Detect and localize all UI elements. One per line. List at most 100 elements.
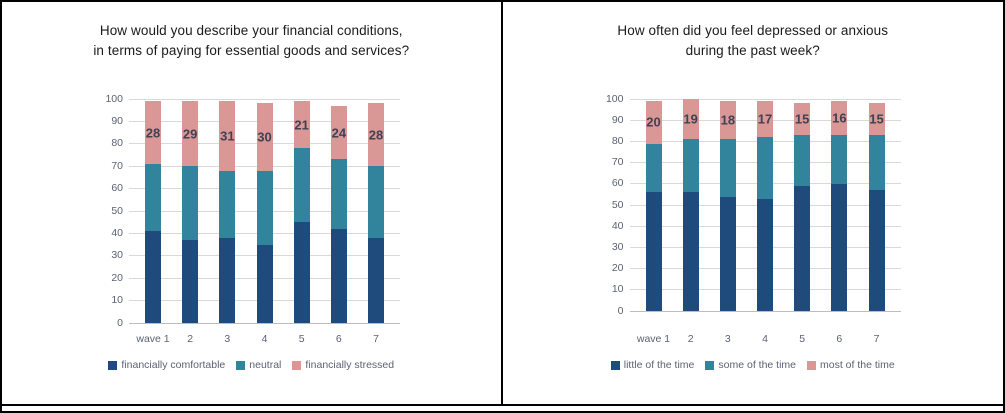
y-tick-label: 40 [111,226,123,239]
chart-grid-row: How would you describe your financial co… [2,2,1003,406]
legend-item: most of the time [807,359,895,371]
depressed-anxious-legend: little of the time some of the time most o… [503,359,1004,371]
bar-segment-little-of-the-time [682,192,699,311]
data-label: 15 [794,111,810,127]
legend-item: some of the time [705,359,796,371]
bar-segment-financially-stressed [256,103,273,171]
legend-swatch-icon [236,360,246,370]
legend-swatch-icon [108,360,118,370]
data-label: 18 [720,112,736,128]
financial-conditions-title: How would you describe your financial co… [2,21,501,62]
bar-segment-financially-comfortable [256,244,273,323]
y-tick-label: 0 [617,304,624,317]
bar-segment-most-of-the-time [682,99,699,140]
bar-segment-financially-comfortable [293,222,310,323]
bar-segment-financially-comfortable [145,231,161,323]
bar-segment-neutral [182,166,199,241]
financial-conditions-chart-plot: 0 10 20 30 40 50 60 70 80 90 100 28 wave 1 29 2 31 3 30 4 2… [105,93,400,345]
x-tick-label: 4 [261,333,268,345]
title-line-2: during the past week? [685,43,820,59]
x-tick-label: 2 [687,333,694,345]
y-tick-label: 30 [611,240,624,253]
bar-segment-most-of-the-time [757,101,773,138]
x-tick-label: 6 [335,333,342,345]
data-label: 30 [257,129,272,145]
financial-conditions-panel: How would you describe your financial co… [2,2,503,404]
x-tick-label: 7 [373,333,379,345]
x-tick-label: 7 [873,333,880,345]
data-label: 21 [294,117,309,133]
legend-label: financially comfortable [121,359,226,371]
legend-label: most of the time [820,359,895,371]
bar-segment-financially-comfortable [182,240,199,323]
bar-segment-neutral [368,166,384,238]
bar-segment-some-of-the-time [757,137,773,199]
x-axis-line [129,322,400,324]
x-tick-label: 5 [799,333,806,345]
bar-segment-little-of-the-time [794,185,811,311]
depressed-anxious-title: How often did you feel depressed or anxi… [503,21,1004,62]
bar-segment-financially-comfortable [330,228,347,323]
bar-segment-neutral [256,170,273,245]
data-label: 24 [331,125,347,141]
bar-segment-financially-stressed [293,101,310,149]
data-label: 19 [683,111,698,127]
bar-segment-some-of-the-time [719,139,736,197]
legend-label: neutral [249,359,282,371]
bar-segment-neutral [293,148,310,223]
bar-segment-little-of-the-time [757,198,773,311]
bar-segment-little-of-the-time [831,183,848,311]
legend-label: some of the time [718,359,797,371]
legend-swatch-icon [705,360,715,370]
gridline [129,98,400,100]
bar-segment-neutral [219,170,236,238]
bar-segment-financially-stressed [182,101,199,167]
bar-segment-financially-comfortable [368,237,384,323]
bar-segment-little-of-the-time [868,190,885,311]
data-label: 31 [220,128,235,144]
y-tick-label: 70 [611,156,624,169]
y-tick-label: 20 [611,262,624,275]
y-tick-label: 30 [111,249,123,262]
data-label: 16 [832,110,847,126]
x-tick-label: wave 1 [136,333,170,345]
title-line-1: How would you describe your financial co… [99,23,403,38]
y-tick-label: 20 [111,271,123,284]
data-label: 29 [182,126,198,142]
x-tick-label: 5 [298,333,305,345]
bar-segment-little-of-the-time [645,192,662,311]
y-tick-label: 10 [111,294,123,307]
y-tick-label: 60 [611,177,624,190]
bar-segment-most-of-the-time [719,101,736,140]
y-tick-label: 10 [611,283,624,296]
bar-segment-some-of-the-time [868,135,885,191]
bar-segment-financially-stressed [368,103,384,167]
bar-segment-most-of-the-time [794,103,811,136]
depressed-anxious-panel: How often did you feel depressed or anxi… [502,2,1004,404]
data-label: 15 [869,111,884,127]
legend-swatch-icon [807,360,817,370]
data-label: 28 [368,127,384,143]
bar-segment-financially-comfortable [219,237,236,323]
title-line-1: How often did you feel depressed or anxi… [617,23,889,38]
bar-segment-neutral [330,159,347,229]
bar-segment-most-of-the-time [868,103,885,136]
x-tick-label: wave 1 [636,333,671,345]
x-tick-label: 6 [836,333,843,345]
y-tick-label: 100 [105,92,123,105]
gridline [629,98,901,100]
data-label: 28 [145,125,161,141]
bar-segment-most-of-the-time [645,101,662,144]
x-tick-label: 2 [187,333,194,345]
x-tick-label: 3 [724,333,731,345]
legend-item: neutral [236,359,281,371]
bar-segment-little-of-the-time [719,196,736,311]
legend-swatch-icon [292,360,302,370]
bar-segment-most-of-the-time [831,101,848,136]
data-label: 17 [757,111,773,127]
depressed-anxious-chart-plot: 0 10 20 30 40 50 60 70 80 90 100 20 wave 1 19 2 18 3 17 4 1… [606,93,901,345]
y-tick-label: 50 [611,198,624,211]
legend-item: financially comfortable [108,359,225,371]
bar-segment-neutral [145,163,161,232]
bar-segment-some-of-the-time [831,135,848,184]
